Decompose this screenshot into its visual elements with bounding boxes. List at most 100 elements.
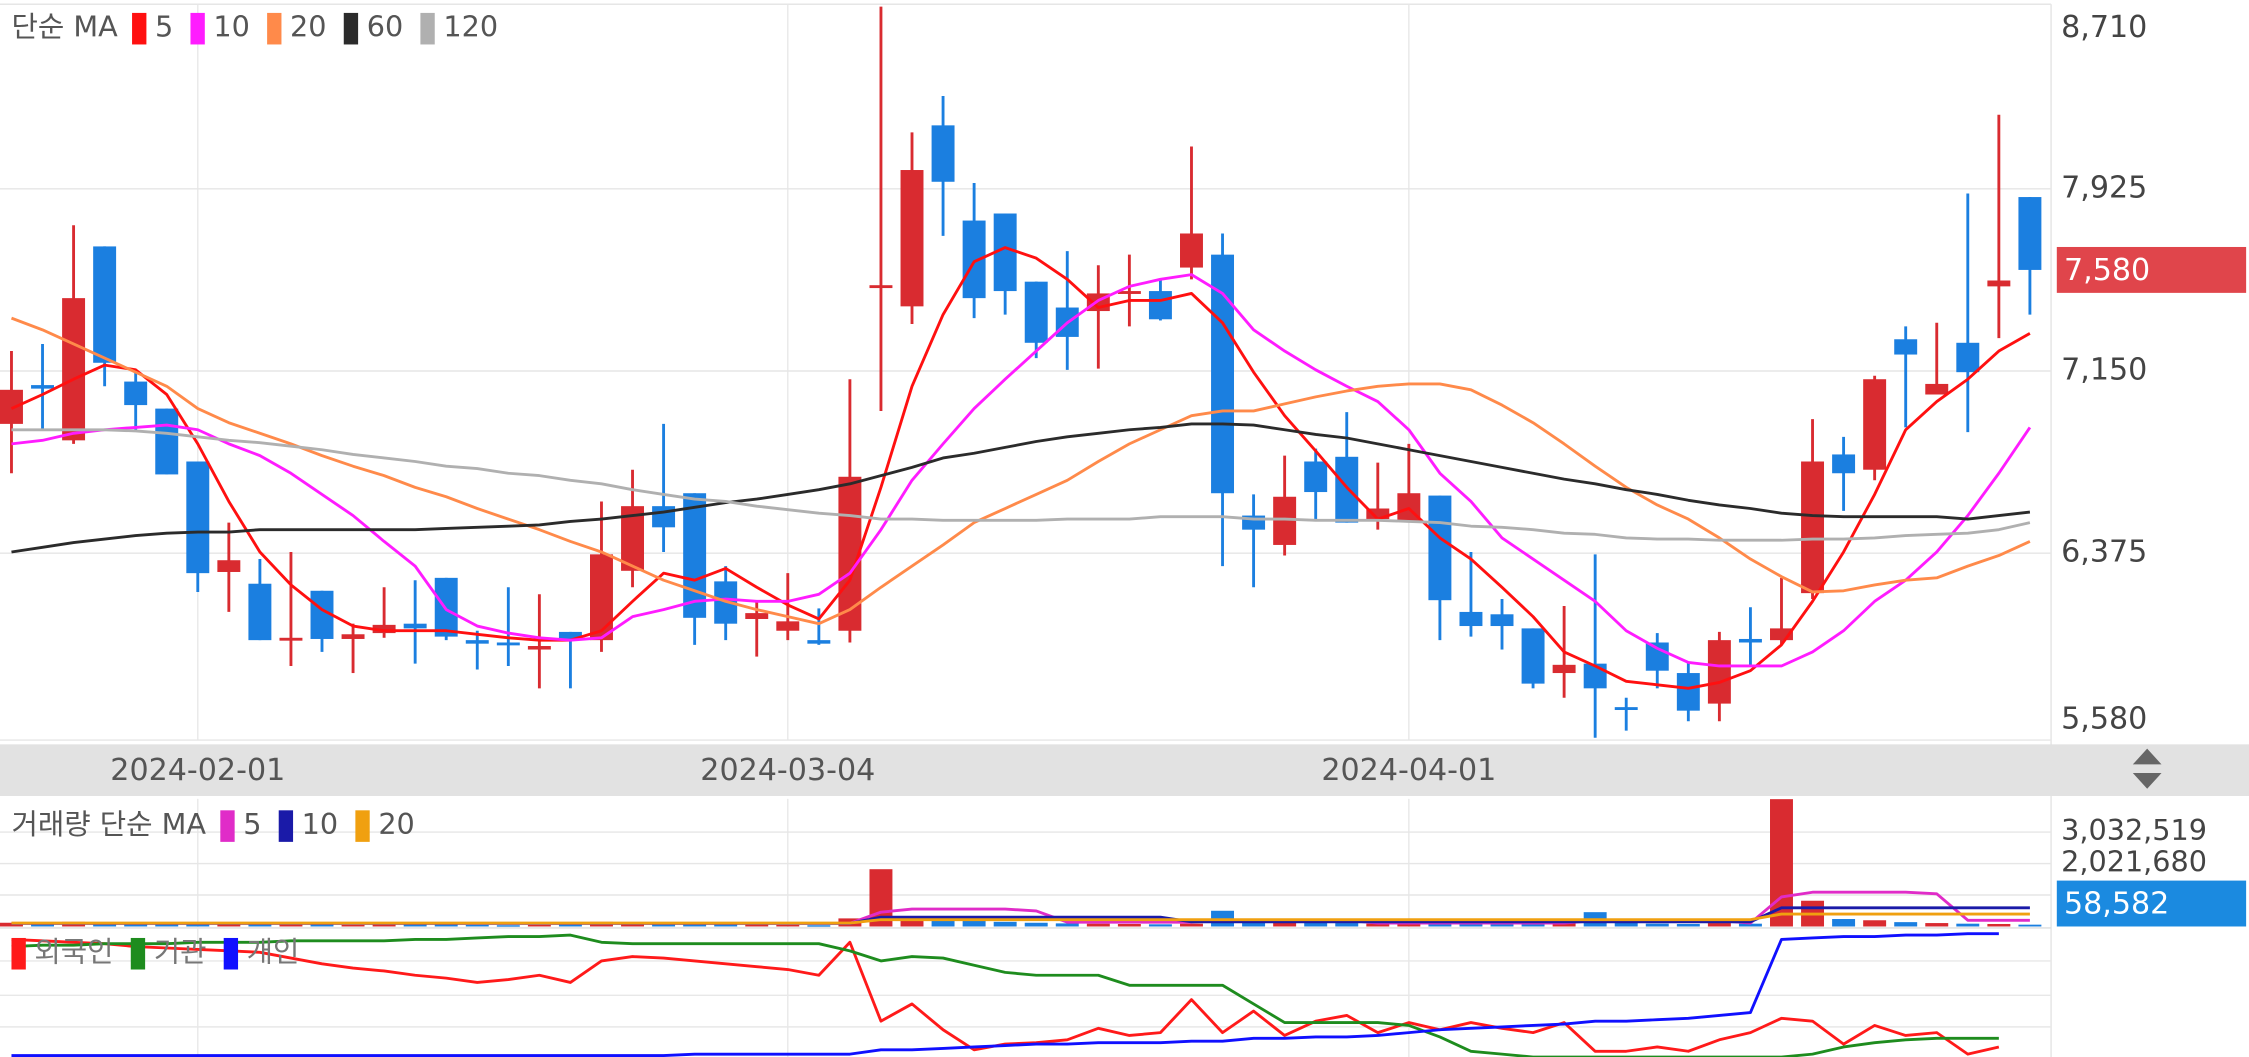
candle-body xyxy=(372,624,396,634)
candle-body xyxy=(652,506,676,528)
candle-body xyxy=(186,461,210,574)
labels-layer: 2024-02-01 2024-03-04 2024-04-01 5,580 6,375… xyxy=(11,10,2247,970)
legend-label: 5 xyxy=(243,807,261,841)
volume-bar xyxy=(1925,923,1949,927)
volume-bar xyxy=(962,920,986,927)
candle-body xyxy=(31,385,55,389)
volume-bar xyxy=(1707,923,1731,927)
candle-body xyxy=(1738,638,1762,643)
ma-line xyxy=(11,428,2031,542)
candle-body xyxy=(62,298,86,441)
volume-bar xyxy=(1956,923,1980,927)
volume-bar xyxy=(1366,923,1390,927)
volume-bar xyxy=(1894,922,1918,927)
date-axis-band xyxy=(0,744,2249,796)
candle-body xyxy=(1459,611,1483,627)
ma-line xyxy=(11,273,2032,668)
legend-label: 20 xyxy=(290,10,326,44)
legend-swatch xyxy=(11,937,26,970)
volume-bar xyxy=(1304,922,1328,927)
candle-body xyxy=(1024,281,1048,343)
volume-bar xyxy=(1180,923,1203,927)
candle-body xyxy=(1894,339,1918,355)
volume-bar xyxy=(1863,920,1887,927)
volume-bar xyxy=(1832,919,1856,927)
ma-line xyxy=(10,246,2031,690)
candle-body xyxy=(993,213,1017,292)
candle-body xyxy=(155,408,179,475)
legend-swatch xyxy=(223,937,239,970)
y-tick-label: 7,150 xyxy=(2061,352,2147,387)
y-tick-label: 5,580 xyxy=(2061,701,2147,736)
volume-bar xyxy=(310,924,334,927)
legend-title: 거래량 단순 MA xyxy=(11,807,206,841)
volume-bar xyxy=(1459,923,1483,927)
candle-body xyxy=(621,506,645,571)
candle-body xyxy=(465,640,489,644)
candle-body xyxy=(683,493,707,618)
candle-body xyxy=(558,631,582,641)
candle-body xyxy=(1335,456,1359,523)
candle-body xyxy=(962,220,986,299)
ma-line xyxy=(10,316,2031,626)
candle-body xyxy=(590,554,613,641)
volume-bar xyxy=(31,923,55,927)
ma-line xyxy=(11,912,2030,925)
legend-swatch xyxy=(130,937,146,970)
candle-body xyxy=(776,621,800,631)
volume-bar xyxy=(1086,923,1110,927)
volume-bar xyxy=(1987,923,2011,927)
legend-label: 외국인 xyxy=(34,935,113,969)
volume-bar xyxy=(1335,923,1359,927)
investor-line xyxy=(11,932,1999,1057)
legend-swatch xyxy=(355,810,370,842)
resize-up-icon[interactable] xyxy=(2132,748,2162,765)
candle-body xyxy=(496,642,520,646)
investor-line xyxy=(11,933,1999,1057)
candle-body xyxy=(1521,628,1545,684)
candle-body xyxy=(745,613,769,619)
legend-label: 기관 xyxy=(154,935,207,969)
candle-body xyxy=(1490,614,1514,627)
volume-bar xyxy=(465,924,489,927)
candle-body xyxy=(1956,342,1980,373)
volume-bar xyxy=(341,924,365,927)
volume-bar xyxy=(403,924,427,927)
legend-label: 20 xyxy=(378,807,414,841)
legend-label: 120 xyxy=(443,10,498,44)
volume-bar xyxy=(434,923,458,927)
candle-body xyxy=(0,389,23,424)
legend-label: 5 xyxy=(155,10,173,44)
resize-down-icon[interactable] xyxy=(2132,773,2162,789)
y-tick-label: 2,021,680 xyxy=(2061,845,2207,879)
volume-bar xyxy=(217,924,241,927)
legend-swatch xyxy=(267,12,282,45)
y-tick-label: 6,375 xyxy=(2061,535,2147,570)
candle-body xyxy=(1148,291,1172,320)
candle-body xyxy=(1304,461,1328,493)
candle-body xyxy=(1117,291,1141,294)
volume-bar xyxy=(372,924,396,927)
candle-body xyxy=(93,246,117,363)
candle-body xyxy=(310,590,334,639)
volume-bar xyxy=(900,917,924,927)
legend-label: 10 xyxy=(302,807,338,841)
volume-bar xyxy=(248,923,272,927)
legend-swatch xyxy=(132,12,147,45)
candle-body xyxy=(1925,383,1949,395)
volume-bar xyxy=(1521,923,1545,927)
volume-bar xyxy=(1490,923,1514,927)
candle-body xyxy=(1676,673,1700,711)
candle-body xyxy=(527,646,551,650)
volume-bar xyxy=(1397,923,1421,927)
volume-bar xyxy=(1148,924,1172,927)
candle-body xyxy=(217,560,241,572)
legend-label: 10 xyxy=(213,10,249,44)
volume-bar xyxy=(776,924,800,927)
volume-bar xyxy=(1117,923,1141,927)
x-tick-label: 2024-02-01 xyxy=(110,753,285,788)
price-tag xyxy=(2056,880,2247,927)
legend-swatch xyxy=(343,12,359,45)
candle-body xyxy=(1707,640,1731,704)
